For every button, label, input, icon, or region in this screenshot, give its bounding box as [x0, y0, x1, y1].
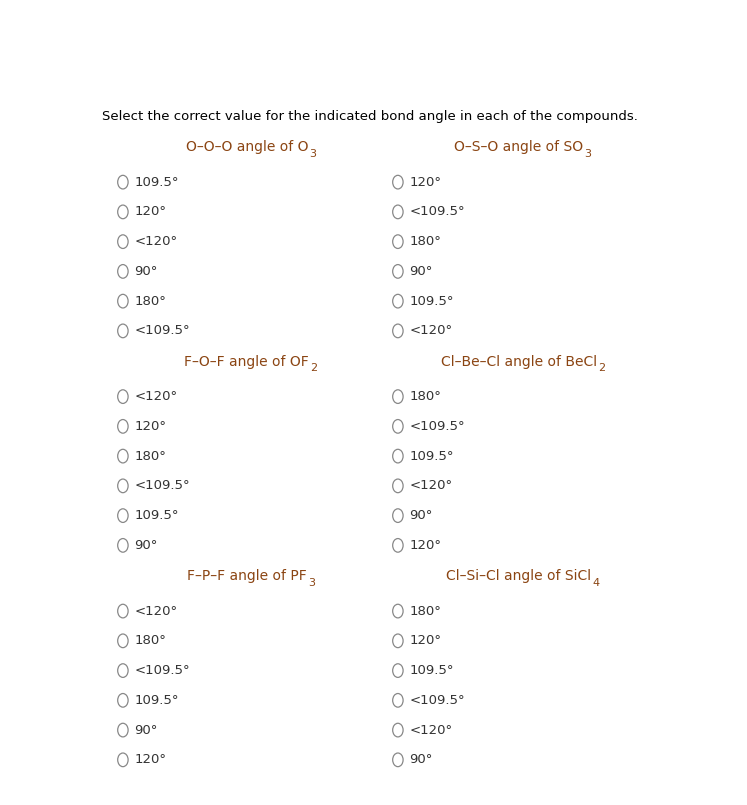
Text: 120°: 120° — [409, 175, 441, 188]
Text: Cl–Be–Cl angle of BeCl: Cl–Be–Cl angle of BeCl — [441, 355, 597, 369]
Text: 2: 2 — [310, 363, 317, 373]
Text: O–O–O angle of O: O–O–O angle of O — [185, 140, 308, 155]
Text: <109.5°: <109.5° — [134, 324, 190, 337]
Text: <120°: <120° — [134, 605, 178, 617]
Text: 90°: 90° — [134, 265, 158, 278]
Text: 109.5°: 109.5° — [409, 664, 454, 677]
Text: 180°: 180° — [409, 605, 441, 617]
Text: 3: 3 — [585, 149, 592, 159]
Text: F–P–F angle of PF: F–P–F angle of PF — [187, 569, 307, 584]
Text: 3: 3 — [308, 577, 314, 588]
Text: <109.5°: <109.5° — [409, 694, 465, 707]
Text: 180°: 180° — [134, 295, 167, 308]
Text: 180°: 180° — [409, 390, 441, 403]
Text: <120°: <120° — [409, 324, 453, 337]
Text: 180°: 180° — [134, 450, 167, 463]
Text: 3: 3 — [309, 149, 316, 159]
Text: F–O–F angle of OF: F–O–F angle of OF — [185, 355, 309, 369]
Text: <120°: <120° — [409, 724, 453, 737]
Text: 90°: 90° — [409, 509, 433, 522]
Text: <120°: <120° — [134, 390, 178, 403]
Text: <109.5°: <109.5° — [409, 205, 465, 218]
Text: 90°: 90° — [134, 539, 158, 552]
Text: 120°: 120° — [134, 753, 167, 766]
Text: <109.5°: <109.5° — [134, 664, 190, 677]
Text: 120°: 120° — [134, 205, 167, 218]
Text: 180°: 180° — [409, 235, 441, 248]
Text: O–S–O angle of SO: O–S–O angle of SO — [454, 140, 583, 155]
Text: 180°: 180° — [134, 634, 167, 647]
Text: 109.5°: 109.5° — [409, 295, 454, 308]
Text: <109.5°: <109.5° — [134, 479, 190, 493]
Text: 109.5°: 109.5° — [134, 694, 179, 707]
Text: <120°: <120° — [134, 235, 178, 248]
Text: 90°: 90° — [134, 724, 158, 737]
Text: 120°: 120° — [409, 539, 441, 552]
Text: 109.5°: 109.5° — [134, 175, 179, 188]
Text: Select the correct value for the indicated bond angle in each of the compounds.: Select the correct value for the indicat… — [102, 110, 638, 123]
Text: 2: 2 — [598, 363, 605, 373]
Text: 90°: 90° — [409, 265, 433, 278]
Text: <109.5°: <109.5° — [409, 420, 465, 433]
Text: 120°: 120° — [134, 420, 167, 433]
Text: 90°: 90° — [409, 753, 433, 766]
Text: 4: 4 — [592, 577, 600, 588]
Text: 109.5°: 109.5° — [134, 509, 179, 522]
Text: Cl–Si–Cl angle of SiCl: Cl–Si–Cl angle of SiCl — [446, 569, 592, 584]
Text: 120°: 120° — [409, 634, 441, 647]
Text: 109.5°: 109.5° — [409, 450, 454, 463]
Text: <120°: <120° — [409, 479, 453, 493]
